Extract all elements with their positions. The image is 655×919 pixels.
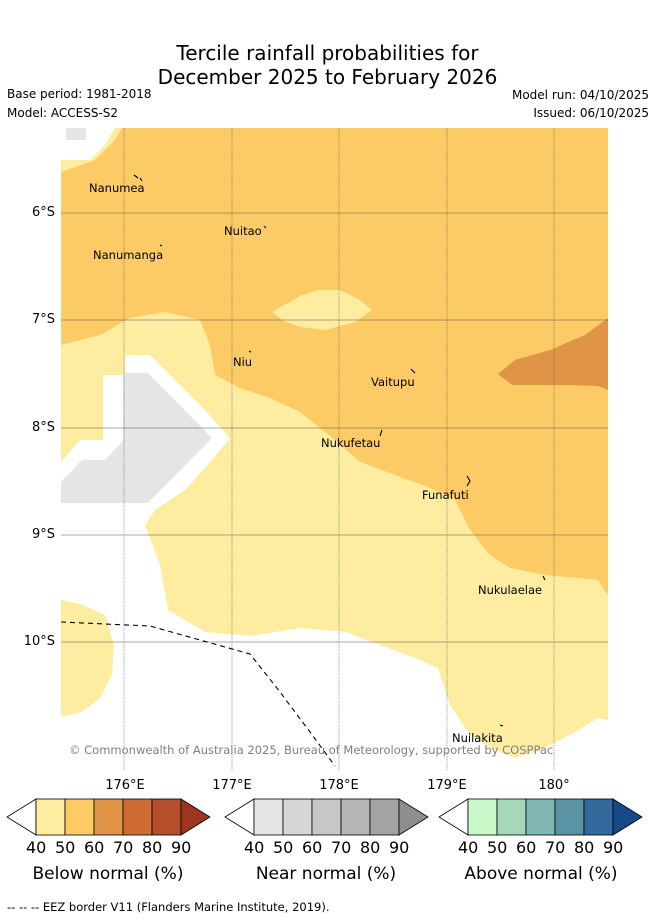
cb-below-swatch-1	[35, 798, 66, 836]
cb-near-title: Near normal (%)	[255, 864, 397, 884]
cb-above-tick-90: 90	[603, 838, 624, 857]
cb-below-swatch-2	[64, 798, 95, 836]
below-normal-60-region	[61, 128, 608, 595]
eez-border	[61, 621, 336, 767]
colorbar-below-normal	[6, 798, 211, 836]
below-normal-50-coast	[61, 600, 114, 717]
cb-near-swatch-6	[398, 798, 429, 836]
cb-near-swatch-0	[224, 798, 255, 836]
model-run: Model run: 04/10/2025	[511, 88, 649, 102]
cb-below-swatch-3	[93, 798, 124, 836]
model-name: Model: ACCESS-S2	[7, 106, 119, 120]
cb-below-tick-80: 80	[142, 838, 163, 857]
cb-near-swatch-4	[340, 798, 371, 836]
cb-above-title: Above normal (%)	[464, 864, 618, 884]
graticule	[61, 128, 608, 770]
lon-tick-178e: 178°E	[319, 778, 359, 793]
cb-below-tick-40: 40	[26, 838, 47, 857]
colorbar-above-normal	[438, 798, 643, 836]
island-mark-nanumea	[133, 174, 143, 182]
place-nukufetau: Nukufetau	[321, 436, 381, 450]
cb-above-swatch-1	[467, 798, 498, 836]
lat-tick-10s: 10°S	[23, 634, 55, 649]
cb-below-tick-50: 50	[55, 838, 76, 857]
lon-tick-176e: 176°E	[105, 778, 145, 793]
lat-tick-9s: 9°S	[31, 527, 55, 542]
island-mark-nanumanga	[159, 244, 163, 247]
cb-near-swatch-3	[311, 798, 342, 836]
cb-near-tick-40: 40	[244, 838, 265, 857]
cb-above-tick-40: 40	[458, 838, 479, 857]
title-line-1: Tercile rainfall probabilities for	[176, 41, 479, 65]
eez-legend: -- -- -- EEZ border V11 (Flanders Marine…	[7, 900, 330, 914]
island-mark-vaitupu	[410, 368, 416, 374]
cb-above-swatch-4	[554, 798, 585, 836]
place-nanumea: Nanumea	[89, 181, 145, 195]
island-mark-nuilakita	[499, 724, 504, 727]
cb-above-swatch-2	[496, 798, 527, 836]
cb-below-tick-60: 60	[84, 838, 105, 857]
island-marks	[133, 174, 546, 727]
cb-near-swatch-5	[369, 798, 400, 836]
cb-below-tick-70: 70	[113, 838, 134, 857]
cb-near-tick-80: 80	[360, 838, 381, 857]
cb-above-tick-60: 60	[516, 838, 537, 857]
cb-below-swatch-4	[122, 798, 153, 836]
place-nuilakita: Nuilakita	[452, 731, 503, 745]
place-vaitupu: Vaitupu	[371, 375, 415, 389]
near-normal-40-corner	[66, 128, 86, 140]
place-niu: Niu	[233, 355, 253, 369]
cb-below-swatch-0	[6, 798, 37, 836]
cb-above-tick-80: 80	[574, 838, 595, 857]
title-line-2: December 2025 to February 2026	[157, 65, 498, 89]
cb-near-tick-90: 90	[389, 838, 410, 857]
below-normal-70-region	[498, 318, 608, 390]
lon-tick-180: 180°	[538, 778, 570, 793]
cb-near-swatch-1	[253, 798, 284, 836]
cb-above-swatch-0	[438, 798, 469, 836]
place-nukulaelae: Nukulaelae	[478, 583, 543, 597]
cb-above-swatch-6	[612, 798, 643, 836]
place-nuitao: Nuitao	[224, 224, 262, 238]
cb-below-swatch-5	[151, 798, 182, 836]
lat-tick-7s: 7°S	[31, 312, 55, 327]
island-mark-funafuti	[466, 475, 471, 487]
place-nanumanga: Nanumanga	[93, 248, 164, 262]
colorbar-near-normal	[224, 798, 429, 836]
cb-near-swatch-2	[282, 798, 313, 836]
lat-tick-8s: 8°S	[31, 420, 55, 435]
lon-tick-177e: 177°E	[212, 778, 252, 793]
cb-near-tick-50: 50	[273, 838, 294, 857]
cb-above-tick-70: 70	[545, 838, 566, 857]
island-mark-niu	[248, 350, 252, 353]
cb-near-tick-70: 70	[331, 838, 352, 857]
lat-tick-6s: 6°S	[31, 205, 55, 220]
cb-below-tick-90: 90	[171, 838, 192, 857]
cb-above-swatch-5	[583, 798, 614, 836]
island-mark-nukulaelae	[542, 575, 546, 581]
island-mark-nuitao	[263, 225, 267, 229]
place-funafuti: Funafuti	[422, 488, 469, 502]
cb-near-tick-60: 60	[302, 838, 323, 857]
copyright-notice: © Commonwealth of Australia 2025, Bureau…	[69, 743, 554, 757]
near-normal-40-region	[61, 373, 212, 503]
colorbar-strip	[6, 798, 643, 836]
cb-below-swatch-6	[180, 798, 211, 836]
cb-above-tick-50: 50	[487, 838, 508, 857]
cb-above-swatch-3	[525, 798, 556, 836]
issued-date: Issued: 06/10/2025	[533, 106, 649, 120]
lon-tick-179e: 179°E	[427, 778, 467, 793]
cb-below-title: Below normal (%)	[32, 864, 184, 884]
island-mark-nukufetau	[379, 429, 383, 437]
base-period: Base period: 1981-2018	[7, 87, 152, 101]
